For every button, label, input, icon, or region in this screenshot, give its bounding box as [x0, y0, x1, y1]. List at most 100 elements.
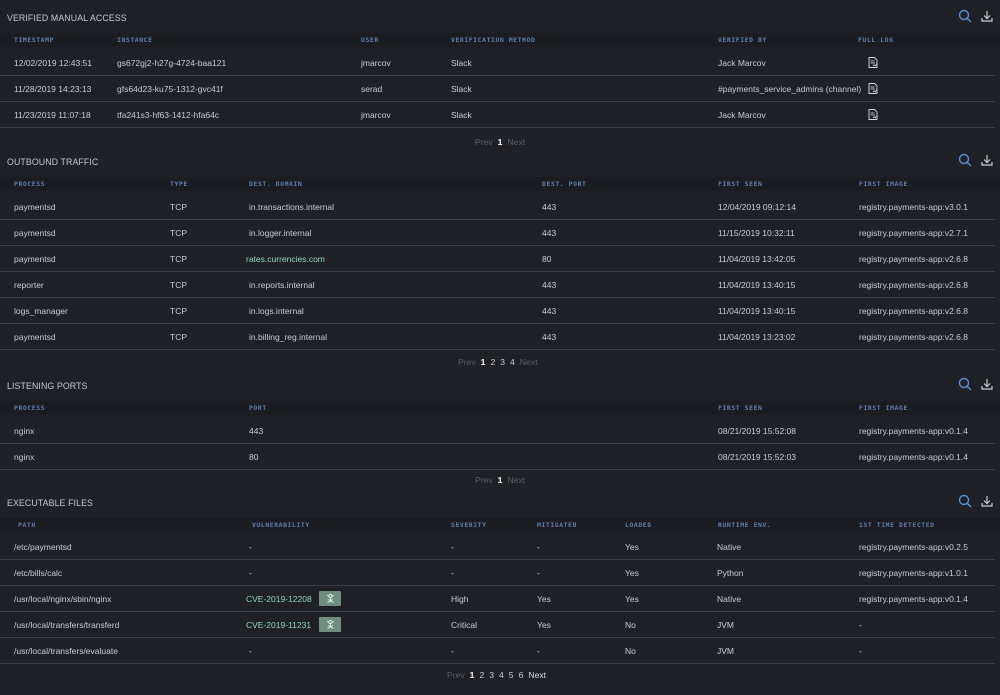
cell-first-seen: 12/04/2019 09:12:14 [718, 202, 796, 212]
cell-first-detected: registry.payments-app:v0.2.5 [859, 542, 968, 552]
cell-type: TCP [170, 202, 187, 212]
page-2[interactable]: 2 [479, 670, 485, 680]
next-link[interactable]: Next [507, 137, 526, 147]
col-first-time-detected[interactable]: 1ST TIME DETECTED [859, 521, 935, 529]
table-row[interactable]: /usr/local/nginx/sbin/nginx CVE-2019-122… [0, 586, 995, 612]
page-4[interactable]: 4 [499, 670, 504, 680]
table-header: PATH VULNERABILITY SEVERITY MITIGATED LO… [0, 518, 1000, 532]
table-row[interactable]: paymentsd TCP in.logger.internal 443 11/… [0, 220, 995, 246]
col-path[interactable]: PATH [18, 521, 36, 529]
table-row[interactable]: paymentsd TCP in.transactions.internal 4… [0, 194, 995, 220]
table-row[interactable]: paymentsd TCP in.billing_reg.internal 44… [0, 324, 995, 350]
cve-link[interactable]: CVE-2019-12208 [246, 594, 312, 604]
pagination: Prev 1 Next [475, 475, 525, 485]
page-3[interactable]: 3 [500, 357, 506, 367]
full-log-icon[interactable] [868, 109, 878, 120]
cell-first-detected: - [859, 646, 862, 656]
cell-verified-by: Jack Marcov [718, 110, 766, 120]
table-row[interactable]: 11/23/2019 11:07:18 tfa241s3-hf63-1412-h… [0, 102, 995, 128]
cell-timestamp: 11/28/2019 14:23:13 [14, 84, 92, 94]
table-row[interactable]: /usr/local/transfers/evaluate - - - No J… [0, 638, 995, 664]
col-instance[interactable]: INSTANCE [117, 36, 153, 44]
search-icon[interactable] [958, 377, 972, 391]
table-row[interactable]: paymentsd TCP rates.currencies.com 80 11… [0, 246, 995, 272]
prev-link[interactable]: Prev [458, 357, 476, 367]
cell-instance: gfs64d23-ku75-1312-gvc41f [117, 84, 223, 94]
next-link[interactable]: Next [528, 670, 547, 680]
col-loaded[interactable]: LOADED [625, 521, 652, 529]
cve-link[interactable]: CVE-2019-11231 [246, 620, 312, 630]
cell-path: /usr/local/transfers/transferd [14, 620, 120, 630]
table-row[interactable]: logs_manager TCP in.logs.internal 443 11… [0, 298, 995, 324]
cell-mitigated: - [537, 568, 540, 578]
col-timestamp[interactable]: TIMESTAMP [14, 36, 55, 44]
col-process[interactable]: PROCESS [14, 404, 46, 412]
full-log-icon[interactable] [868, 57, 878, 68]
col-first-image[interactable]: FIRST IMAGE [859, 180, 908, 188]
exploit-badge-icon[interactable] [319, 617, 341, 632]
table-row[interactable]: 12/02/2019 12:43:51 gs672gj2-h27g-4724-b… [0, 50, 995, 76]
table-row[interactable]: nginx 443 08/21/2019 15:52:08 registry.p… [0, 418, 995, 444]
col-user[interactable]: USER [361, 36, 379, 44]
table-row[interactable]: nginx 80 08/21/2019 15:52:03 registry.pa… [0, 444, 995, 470]
download-icon[interactable] [980, 377, 994, 391]
col-mitigated[interactable]: MITIGATED [537, 521, 578, 529]
col-port[interactable]: PORT [249, 404, 267, 412]
download-icon[interactable] [980, 153, 994, 167]
col-type[interactable]: TYPE [170, 180, 188, 188]
page-6[interactable]: 6 [518, 670, 524, 680]
section-title: OUTBOUND TRAFFIC [7, 157, 99, 167]
cell-mitigated: - [537, 542, 540, 552]
page-3[interactable]: 3 [489, 670, 495, 680]
col-verification-method[interactable]: VERIFICATION METHOD [451, 36, 536, 44]
full-log-icon[interactable] [868, 83, 878, 94]
cell-path: /usr/local/nginx/sbin/nginx [14, 594, 112, 604]
external-domain-link[interactable]: rates.currencies.com [246, 254, 325, 264]
cell-first-image: registry.payments-app:v2.6.8 [859, 280, 968, 290]
prev-link[interactable]: Prev [447, 670, 465, 680]
col-dest-domain[interactable]: DEST. DOMAIN [249, 180, 303, 188]
col-first-seen[interactable]: FIRST SEEN [718, 180, 763, 188]
col-first-seen[interactable]: FIRST SEEN [718, 404, 763, 412]
col-severity[interactable]: SEVERITY [451, 521, 487, 529]
col-first-image[interactable]: FIRST IMAGE [859, 404, 908, 412]
page-4[interactable]: 4 [510, 357, 515, 367]
page-1[interactable]: 1 [497, 475, 503, 485]
download-icon[interactable] [980, 494, 994, 508]
cell-type: TCP [170, 306, 187, 316]
prev-link[interactable]: Prev [475, 137, 493, 147]
cell-first-image: registry.payments-app:v2.6.8 [859, 306, 968, 316]
cell-user: serad [361, 84, 383, 94]
col-vulnerability[interactable]: VULNERABILITY [252, 521, 310, 529]
col-runtime-env[interactable]: RUNTIME ENV. [718, 521, 772, 529]
cell-type: TCP [170, 228, 187, 238]
cell-loaded: Yes [625, 594, 639, 604]
table-row[interactable]: reporter TCP in.reports.internal 443 11/… [0, 272, 995, 298]
table-row[interactable]: /etc/paymentsd - - - Yes Native registry… [0, 534, 995, 560]
table-row[interactable]: /etc/bills/calc - - - Yes Python registr… [0, 560, 995, 586]
col-process[interactable]: PROCESS [14, 180, 46, 188]
col-dest-port[interactable]: DEST. PORT [542, 180, 587, 188]
prev-link[interactable]: Prev [475, 475, 493, 485]
table-header: PROCESS PORT FIRST SEEN FIRST IMAGE [0, 401, 1000, 415]
next-link[interactable]: Next [519, 357, 538, 367]
exploit-badge-icon[interactable] [319, 591, 341, 606]
page-1[interactable]: 1 [497, 137, 503, 147]
cell-process: reporter [14, 280, 44, 290]
page-1[interactable]: 1 [480, 357, 486, 367]
page-1[interactable]: 1 [469, 670, 475, 680]
page-5[interactable]: 5 [508, 670, 514, 680]
download-icon[interactable] [980, 9, 994, 23]
search-icon[interactable] [958, 9, 972, 23]
next-link[interactable]: Next [507, 475, 526, 485]
page-2[interactable]: 2 [490, 357, 496, 367]
table-row[interactable]: /usr/local/transfers/transferd CVE-2019-… [0, 612, 995, 638]
cell-method: Slack [451, 58, 472, 68]
table-row[interactable]: 11/28/2019 14:23:13 gfs64d23-ku75-1312-g… [0, 76, 995, 102]
cell-first-seen: 11/04/2019 13:23:02 [718, 332, 796, 342]
col-full-log[interactable]: FULL LOG [858, 36, 894, 44]
col-verified-by[interactable]: VERIFIED BY [718, 36, 767, 44]
search-icon[interactable] [958, 494, 972, 508]
search-icon[interactable] [958, 153, 972, 167]
cell-type: TCP [170, 280, 187, 290]
